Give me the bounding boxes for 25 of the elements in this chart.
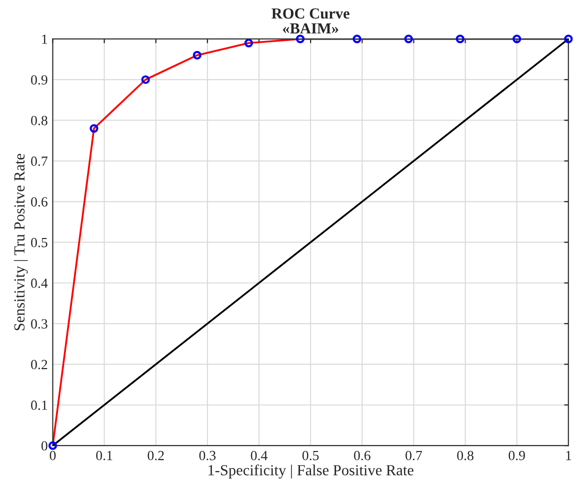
x-tick-label: 0.3: [199, 450, 216, 460]
y-tick-label: 0.4: [31, 278, 48, 288]
x-tick-label: 0.9: [508, 450, 525, 460]
y-tick-label: 0.6: [31, 197, 48, 207]
x-tick-label: 0.6: [354, 450, 370, 460]
y-tick-label: 0.7: [31, 156, 48, 166]
y-tick-label: 0.3: [31, 319, 48, 329]
x-tick-label: 0.5: [302, 450, 319, 460]
x-tick-label: 0.4: [250, 450, 268, 460]
x-tick-label: 0.7: [406, 450, 422, 460]
chart-title: ROC Curve «BAIM»: [272, 8, 350, 34]
x-tick-label: 0: [50, 450, 56, 460]
y-tick-label: 0.9: [31, 75, 48, 85]
y-tick-label: 0.8: [31, 116, 48, 126]
x-tick-label: 0.1: [96, 450, 112, 460]
y-tick-label: 0.2: [31, 360, 48, 370]
y-tick-label: 0: [41, 441, 48, 451]
y-tick-label: 1: [42, 34, 48, 44]
x-tick-label: 0.2: [148, 450, 164, 460]
y-tick-label: 0.1: [31, 400, 48, 410]
x-axis-title: 1-Specificity | False Positive Rate: [208, 464, 414, 479]
x-tick-label: 0.8: [457, 450, 474, 460]
x-tick-label: 1: [566, 450, 572, 460]
y-tick-label: 0.5: [31, 238, 48, 248]
y-axis-title: Sensitivity | Tru Positve Rate: [14, 154, 28, 330]
